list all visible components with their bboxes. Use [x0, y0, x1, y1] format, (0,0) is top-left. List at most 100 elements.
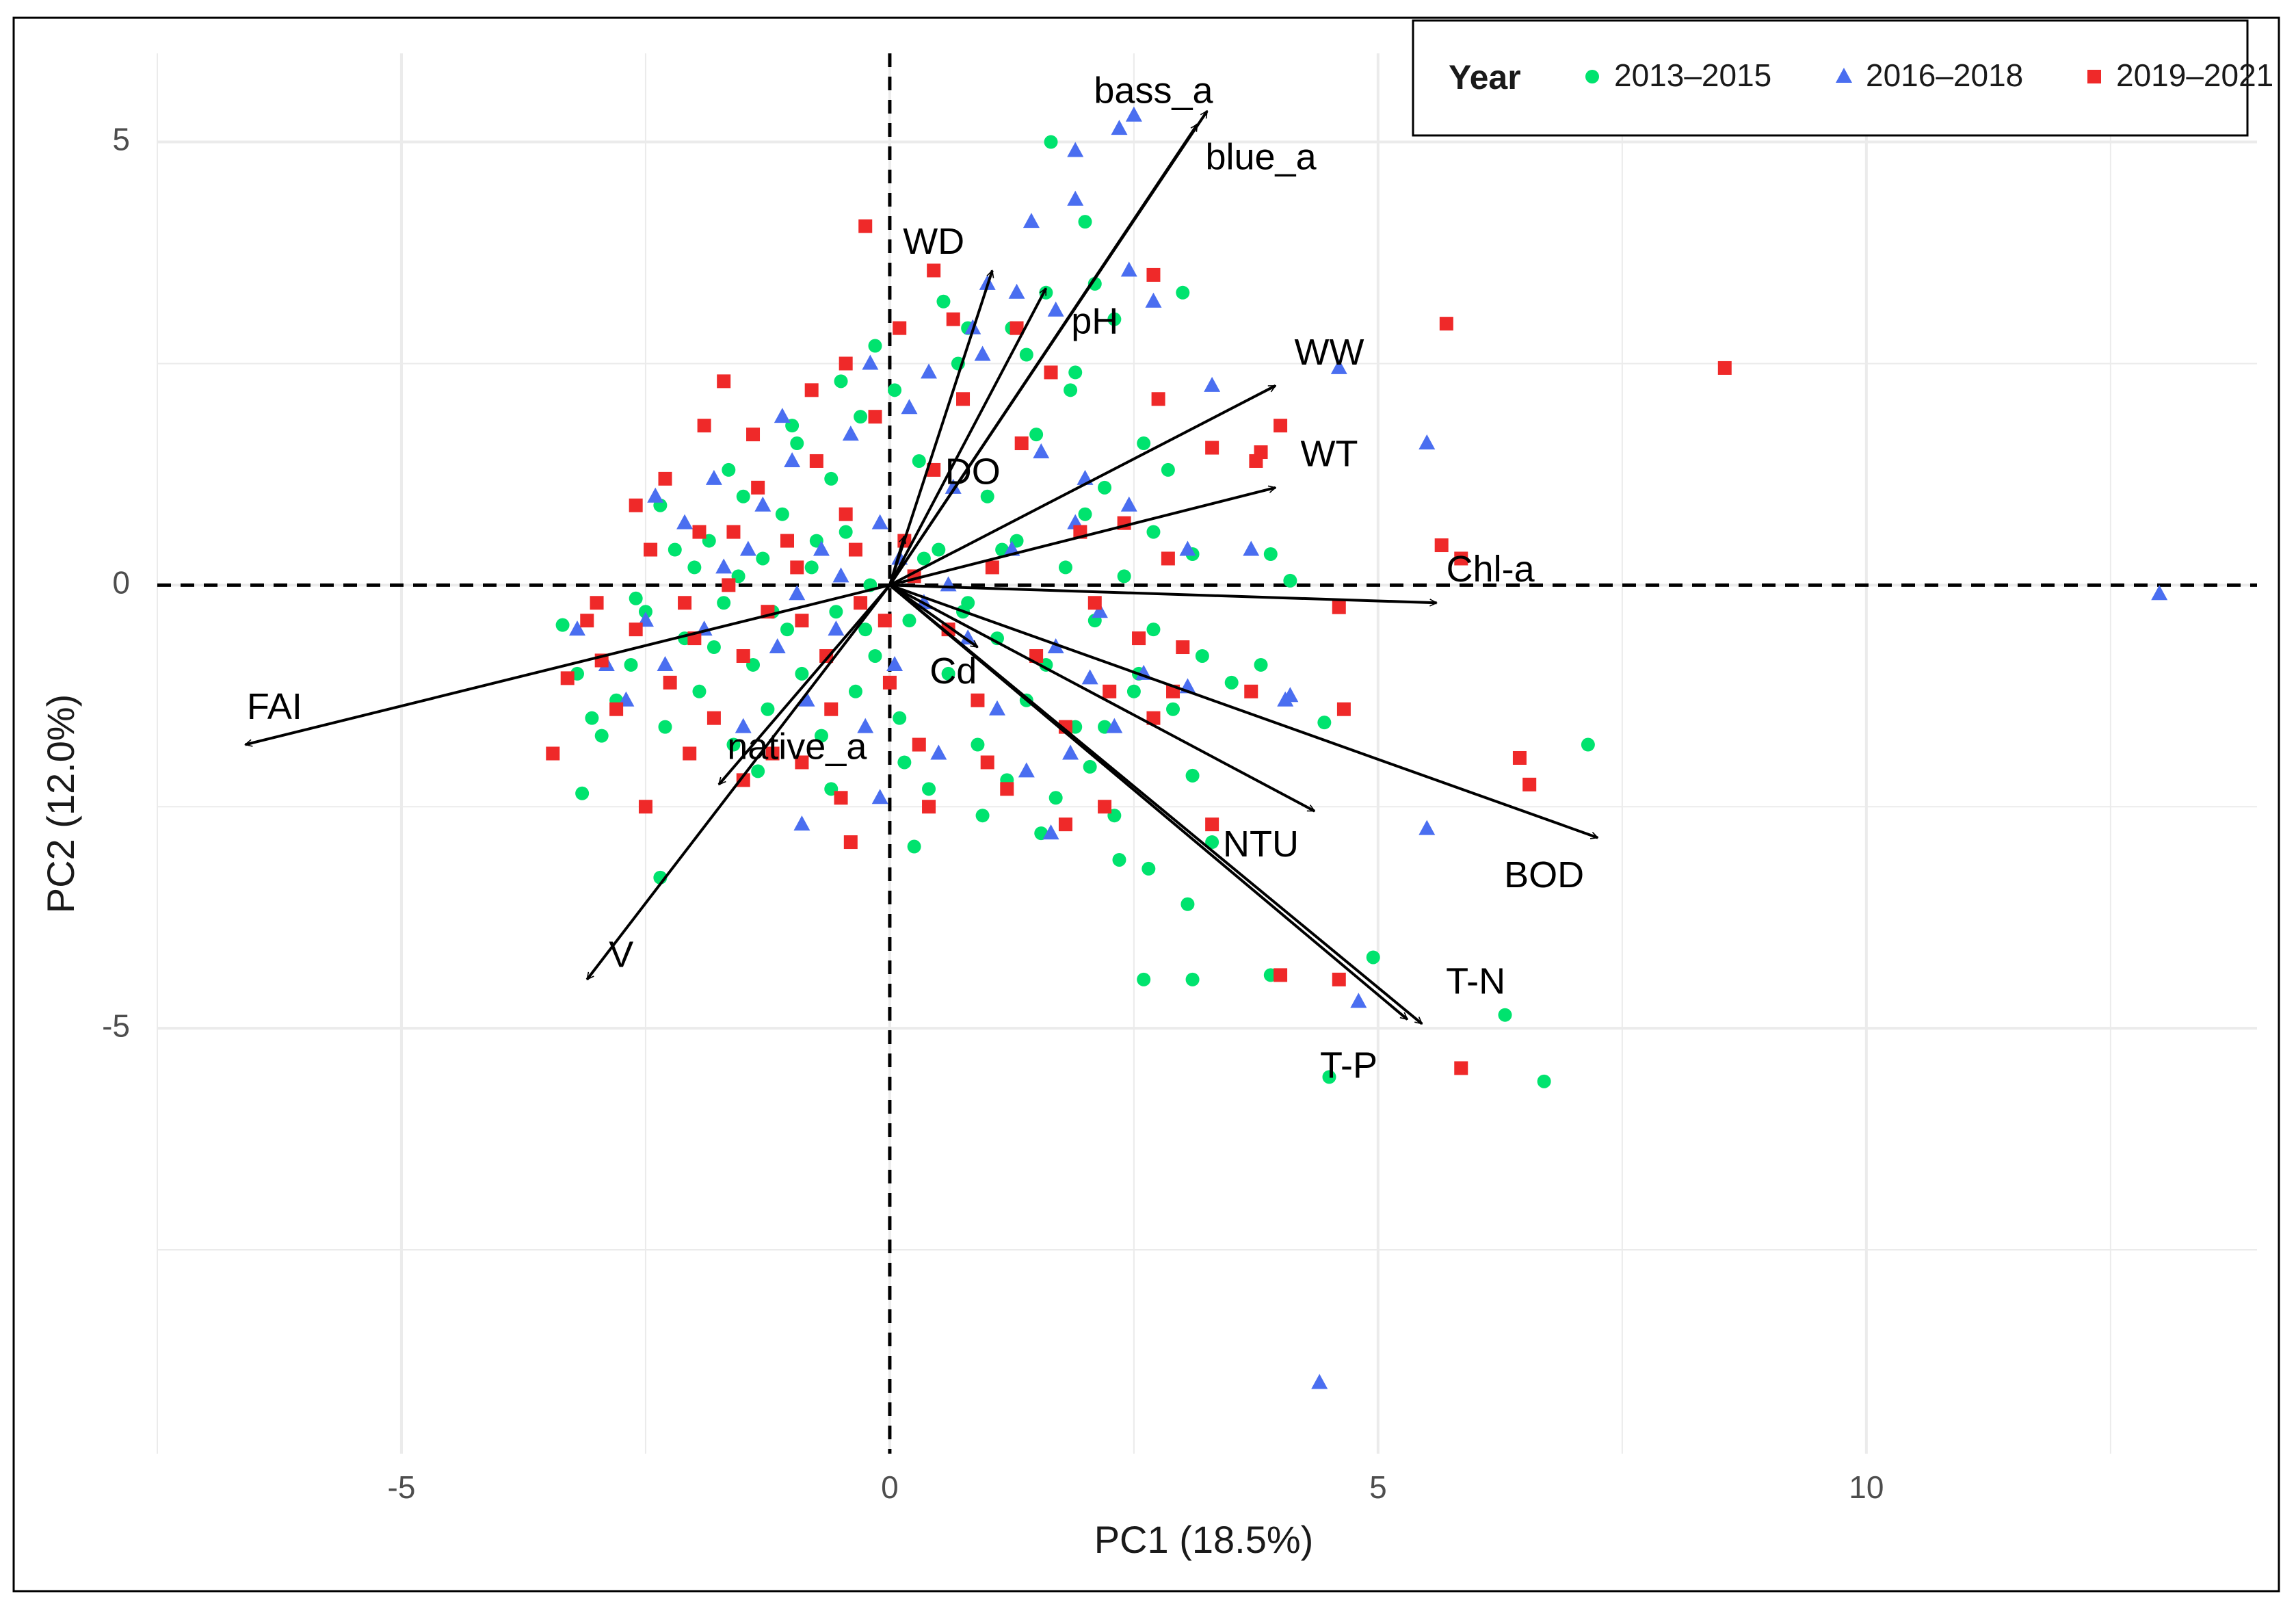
data-point	[1132, 631, 1146, 646]
data-point	[843, 835, 858, 850]
data-point	[780, 534, 794, 548]
data-point	[1067, 142, 1084, 157]
data-point	[1091, 603, 1108, 618]
data-point	[692, 684, 707, 698]
data-point	[1142, 861, 1156, 876]
data-point	[569, 620, 585, 636]
data-point	[624, 657, 638, 672]
data-point	[1107, 312, 1122, 326]
data-point	[707, 640, 721, 655]
data-point	[839, 525, 853, 539]
y-tick-label: 0	[112, 564, 130, 600]
data-point	[1180, 897, 1195, 911]
data-point	[854, 596, 868, 610]
data-point	[722, 462, 736, 477]
data-point	[683, 746, 697, 761]
data-point	[1033, 443, 1050, 459]
data-point	[1274, 419, 1288, 433]
data-point	[1022, 213, 1040, 228]
data-point	[1018, 762, 1035, 778]
data-point	[1161, 551, 1175, 566]
loading-label-NTU: NTU	[1223, 824, 1299, 865]
loading-label-V: V	[609, 934, 633, 975]
data-point	[555, 618, 570, 632]
loading-arrow-T-P	[888, 584, 1408, 1021]
data-point	[848, 542, 862, 557]
data-point	[871, 789, 888, 804]
data-point	[886, 655, 903, 671]
data-point	[1498, 1008, 1512, 1022]
data-point	[1254, 657, 1268, 672]
data-point	[927, 263, 941, 278]
data-point	[1047, 301, 1064, 317]
data-point	[751, 480, 765, 495]
data-point	[676, 514, 694, 529]
data-point	[2151, 585, 2168, 601]
data-point	[814, 729, 828, 743]
data-point	[1058, 817, 1072, 832]
loading-arrow-Chl-a	[889, 584, 1437, 603]
data-point	[1512, 750, 1527, 765]
data-point	[658, 471, 672, 486]
data-point	[907, 839, 921, 854]
data-point	[798, 691, 815, 707]
data-point	[1078, 507, 1092, 521]
data-point	[1454, 551, 1468, 566]
x-axis-label: PC1 (18.5%)	[1094, 1518, 1314, 1561]
data-point	[1029, 428, 1044, 442]
data-point	[1537, 1074, 1551, 1088]
data-point	[1317, 716, 1332, 730]
data-point	[858, 623, 873, 637]
data-point	[819, 649, 834, 663]
y-tick-label: -5	[102, 1008, 130, 1043]
data-point	[1277, 691, 1294, 707]
data-point	[1068, 365, 1083, 380]
data-point	[717, 596, 731, 610]
data-point	[878, 614, 892, 628]
data-point	[1120, 496, 1137, 512]
data-point	[638, 800, 652, 814]
data-point	[575, 786, 590, 800]
data-point	[1176, 640, 1190, 655]
data-point	[916, 551, 931, 566]
legend-entry-label: 2019–2021	[2116, 57, 2273, 93]
legend-entries: 2013–2015 2016–2018 2019–2021	[1585, 57, 2273, 93]
data-point	[834, 791, 848, 805]
data-point	[1311, 1374, 1328, 1389]
data-point	[1249, 454, 1263, 468]
loading-arrow-pH	[888, 288, 1048, 586]
data-point	[1522, 777, 1537, 791]
data-point	[857, 718, 874, 733]
x-tick-label: 0	[881, 1469, 899, 1505]
data-point	[795, 614, 809, 628]
data-point	[1008, 283, 1025, 299]
data-point	[1434, 538, 1449, 553]
data-point	[941, 666, 955, 681]
data-point	[1111, 120, 1128, 135]
data-point	[1418, 434, 1436, 450]
data-point	[736, 649, 750, 663]
data-point	[594, 729, 609, 743]
loading-arrow-WW	[889, 384, 1276, 587]
data-point	[912, 737, 926, 752]
data-point	[1179, 540, 1196, 556]
data-point	[761, 702, 775, 716]
data-point	[1243, 540, 1260, 556]
data-point	[705, 469, 722, 485]
data-point	[975, 809, 990, 823]
data-point	[580, 614, 594, 628]
data-point	[1098, 480, 1112, 495]
loading-label-blue_a: blue_a	[1205, 137, 1317, 178]
data-point	[1146, 711, 1161, 725]
data-point	[1336, 702, 1351, 716]
data-point	[1332, 600, 1346, 614]
loading-arrow-BOD	[889, 584, 1598, 837]
legend-box	[1412, 19, 2249, 137]
data-point	[1244, 684, 1258, 698]
legend-entry-label: 2016–2018	[1866, 57, 2023, 93]
loading-label-WD: WD	[903, 221, 964, 262]
data-point	[644, 542, 658, 557]
loading-labels: bass_a blue_a WD pH WW WT DO Chl-a Cd FAI native_a…	[247, 70, 1584, 1086]
data-point	[1205, 817, 1219, 832]
data-point	[692, 525, 707, 539]
